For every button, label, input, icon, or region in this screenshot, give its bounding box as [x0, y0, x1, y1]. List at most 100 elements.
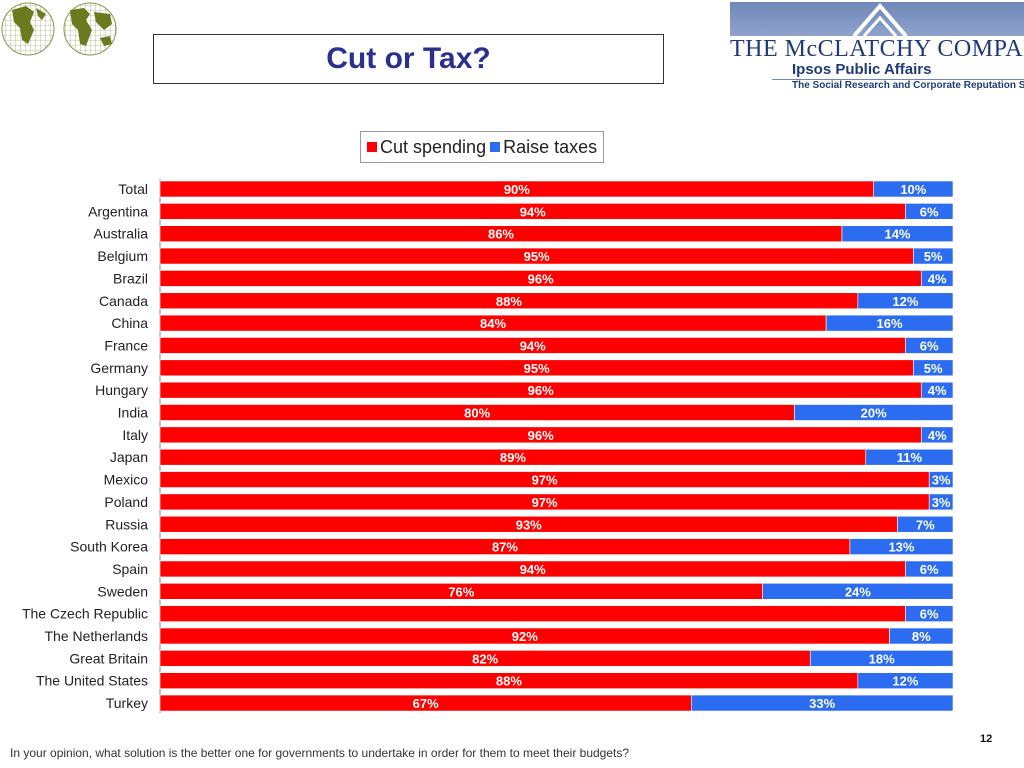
category-label-total: Total: [118, 181, 148, 197]
category-label-argentina: Argentina: [88, 203, 148, 219]
brand-tagline: The Social Research and Corporate Reputa…: [792, 80, 1024, 91]
chart-legend: Cut spending Raise taxes: [360, 131, 605, 163]
brand-company-name: THE McCLATCHY COMPANY: [730, 36, 1024, 62]
data-label-raise-taxes-japan: 11%: [897, 450, 923, 465]
bar-raise-taxes-canada: [857, 292, 954, 310]
data-label-raise-taxes-the-czech-republic: 6%: [920, 607, 939, 622]
data-label-raise-taxes-total: 10%: [900, 182, 926, 197]
data-label-raise-taxes-the-united-states: 12%: [892, 674, 918, 689]
bar-raise-taxes-hungary: [920, 381, 954, 399]
category-label-mexico: Mexico: [104, 472, 149, 488]
data-label-raise-taxes-spain: 6%: [920, 562, 939, 577]
data-label-raise-taxes-argentina: 6%: [920, 204, 939, 219]
category-label-brazil: Brazil: [113, 270, 148, 286]
bar-raise-taxes-the-netherlands: [889, 627, 954, 645]
data-label-raise-taxes-china: 16%: [877, 316, 903, 331]
data-label-cut-spending-poland: 97%: [532, 495, 558, 510]
bar-raise-taxes-italy: [920, 426, 954, 444]
data-label-cut-spending-total: 90%: [504, 182, 530, 197]
bar-raise-taxes-poland: [928, 493, 954, 511]
data-label-cut-spending-argentina: 94%: [520, 204, 546, 219]
bar-raise-taxes-the-united-states: [857, 672, 954, 690]
data-label-cut-spending-mexico: 97%: [532, 473, 558, 488]
category-label-poland: Poland: [104, 494, 148, 510]
data-label-cut-spending-italy: 96%: [528, 428, 554, 443]
stacked-bar-chart: Total 90% 10% Argentina 94% 6% Australia 86% 14%…: [22, 179, 954, 714]
bar-cut-spending-the-czech-republic: [159, 605, 906, 622]
category-label-hungary: Hungary: [95, 382, 148, 398]
data-label-raise-taxes-france: 6%: [920, 338, 939, 353]
mcclatchy-mark-icon: [852, 2, 908, 36]
category-label-india: India: [118, 405, 149, 421]
data-label-raise-taxes-poland: 3%: [932, 495, 951, 510]
legend-swatch-cut-spending: [367, 142, 377, 152]
data-label-raise-taxes-the-netherlands: 8%: [912, 629, 931, 644]
data-label-cut-spending-china: 84%: [480, 316, 506, 331]
data-label-cut-spending-hungary: 96%: [528, 383, 554, 398]
data-label-cut-spending-south-korea: 87%: [492, 540, 518, 555]
bar-raise-taxes-russia: [897, 515, 954, 533]
data-label-raise-taxes-italy: 4%: [928, 428, 947, 443]
data-label-raise-taxes-india: 20%: [861, 406, 887, 421]
data-label-cut-spending-the-united-states: 88%: [496, 674, 522, 689]
legend-item-raise-taxes: Raise taxes: [490, 137, 597, 158]
bar-raise-taxes-france: [905, 337, 954, 354]
bar-raise-taxes-japan: [865, 448, 954, 466]
bar-raise-taxes-australia: [841, 225, 954, 243]
category-label-belgium: Belgium: [97, 248, 148, 264]
category-label-canada: Canada: [99, 293, 148, 309]
brand-logo: THE McCLATCHY COMPANY Ipsos Public Affai…: [730, 2, 1024, 94]
bar-raise-taxes-belgium: [913, 247, 954, 265]
category-label-france: France: [104, 337, 148, 353]
data-label-cut-spending-canada: 88%: [496, 294, 522, 309]
bar-raise-taxes-argentina: [905, 203, 954, 220]
data-label-raise-taxes-canada: 12%: [892, 294, 918, 309]
data-label-raise-taxes-sweden: 24%: [845, 584, 871, 599]
bar-raise-taxes-total: [873, 180, 954, 198]
category-label-italy: Italy: [122, 427, 148, 443]
legend-label-cut-spending: Cut spending: [380, 136, 487, 157]
data-label-raise-taxes-south-korea: 13%: [888, 540, 914, 555]
category-label-sweden: Sweden: [97, 583, 148, 599]
category-label-spain: Spain: [112, 561, 148, 577]
survey-question: In your opinion, what solution is the be…: [10, 746, 630, 760]
category-label-great-britain: Great Britain: [69, 650, 148, 666]
legend-swatch-raise-taxes: [490, 142, 501, 152]
category-label-the-czech-republic: The Czech Republic: [22, 606, 148, 622]
data-label-cut-spending-russia: 93%: [516, 517, 542, 532]
data-label-cut-spending-great-britain: 82%: [472, 651, 498, 666]
category-label-japan: Japan: [110, 449, 148, 465]
legend-label-raise-taxes: Raise taxes: [503, 136, 598, 157]
data-label-cut-spending-india: 80%: [464, 406, 490, 421]
bar-raise-taxes-sweden: [762, 582, 954, 600]
data-label-cut-spending-spain: 94%: [520, 562, 546, 577]
data-label-raise-taxes-belgium: 5%: [924, 249, 943, 264]
legend-item-cut-spending: Cut spending: [367, 137, 486, 158]
bar-raise-taxes-spain: [905, 560, 954, 578]
bar-raise-taxes-mexico: [928, 471, 954, 488]
data-label-cut-spending-belgium: 95%: [524, 249, 550, 264]
data-label-cut-spending-germany: 95%: [524, 361, 550, 376]
category-label-china: China: [111, 315, 148, 331]
category-label-russia: Russia: [105, 516, 148, 532]
data-label-cut-spending-japan: 89%: [500, 450, 526, 465]
page-number: 12: [980, 733, 993, 745]
data-label-raise-taxes-germany: 5%: [924, 361, 943, 376]
data-label-cut-spending-brazil: 96%: [528, 271, 554, 286]
bar-raise-taxes-south-korea: [849, 538, 954, 555]
brand-ipsos-name: Ipsos Public Affairs: [792, 61, 932, 78]
data-label-cut-spending-turkey: 67%: [413, 696, 439, 711]
bar-raise-taxes-india: [794, 404, 954, 421]
category-label-south-korea: South Korea: [70, 539, 148, 555]
category-label-the-netherlands: The Netherlands: [44, 628, 148, 644]
data-label-raise-taxes-turkey: 33%: [809, 696, 835, 711]
brand-divider: [772, 79, 1024, 80]
data-label-cut-spending-sweden: 76%: [448, 584, 474, 599]
category-label-turkey: Turkey: [106, 695, 148, 711]
bar-raise-taxes-germany: [913, 359, 954, 377]
bar-raise-taxes-china: [825, 314, 954, 332]
data-label-cut-spending-australia: 86%: [488, 227, 514, 242]
data-label-raise-taxes-hungary: 4%: [928, 383, 947, 398]
data-label-raise-taxes-brazil: 4%: [928, 271, 947, 286]
category-label-the-united-states: The United States: [36, 673, 148, 689]
